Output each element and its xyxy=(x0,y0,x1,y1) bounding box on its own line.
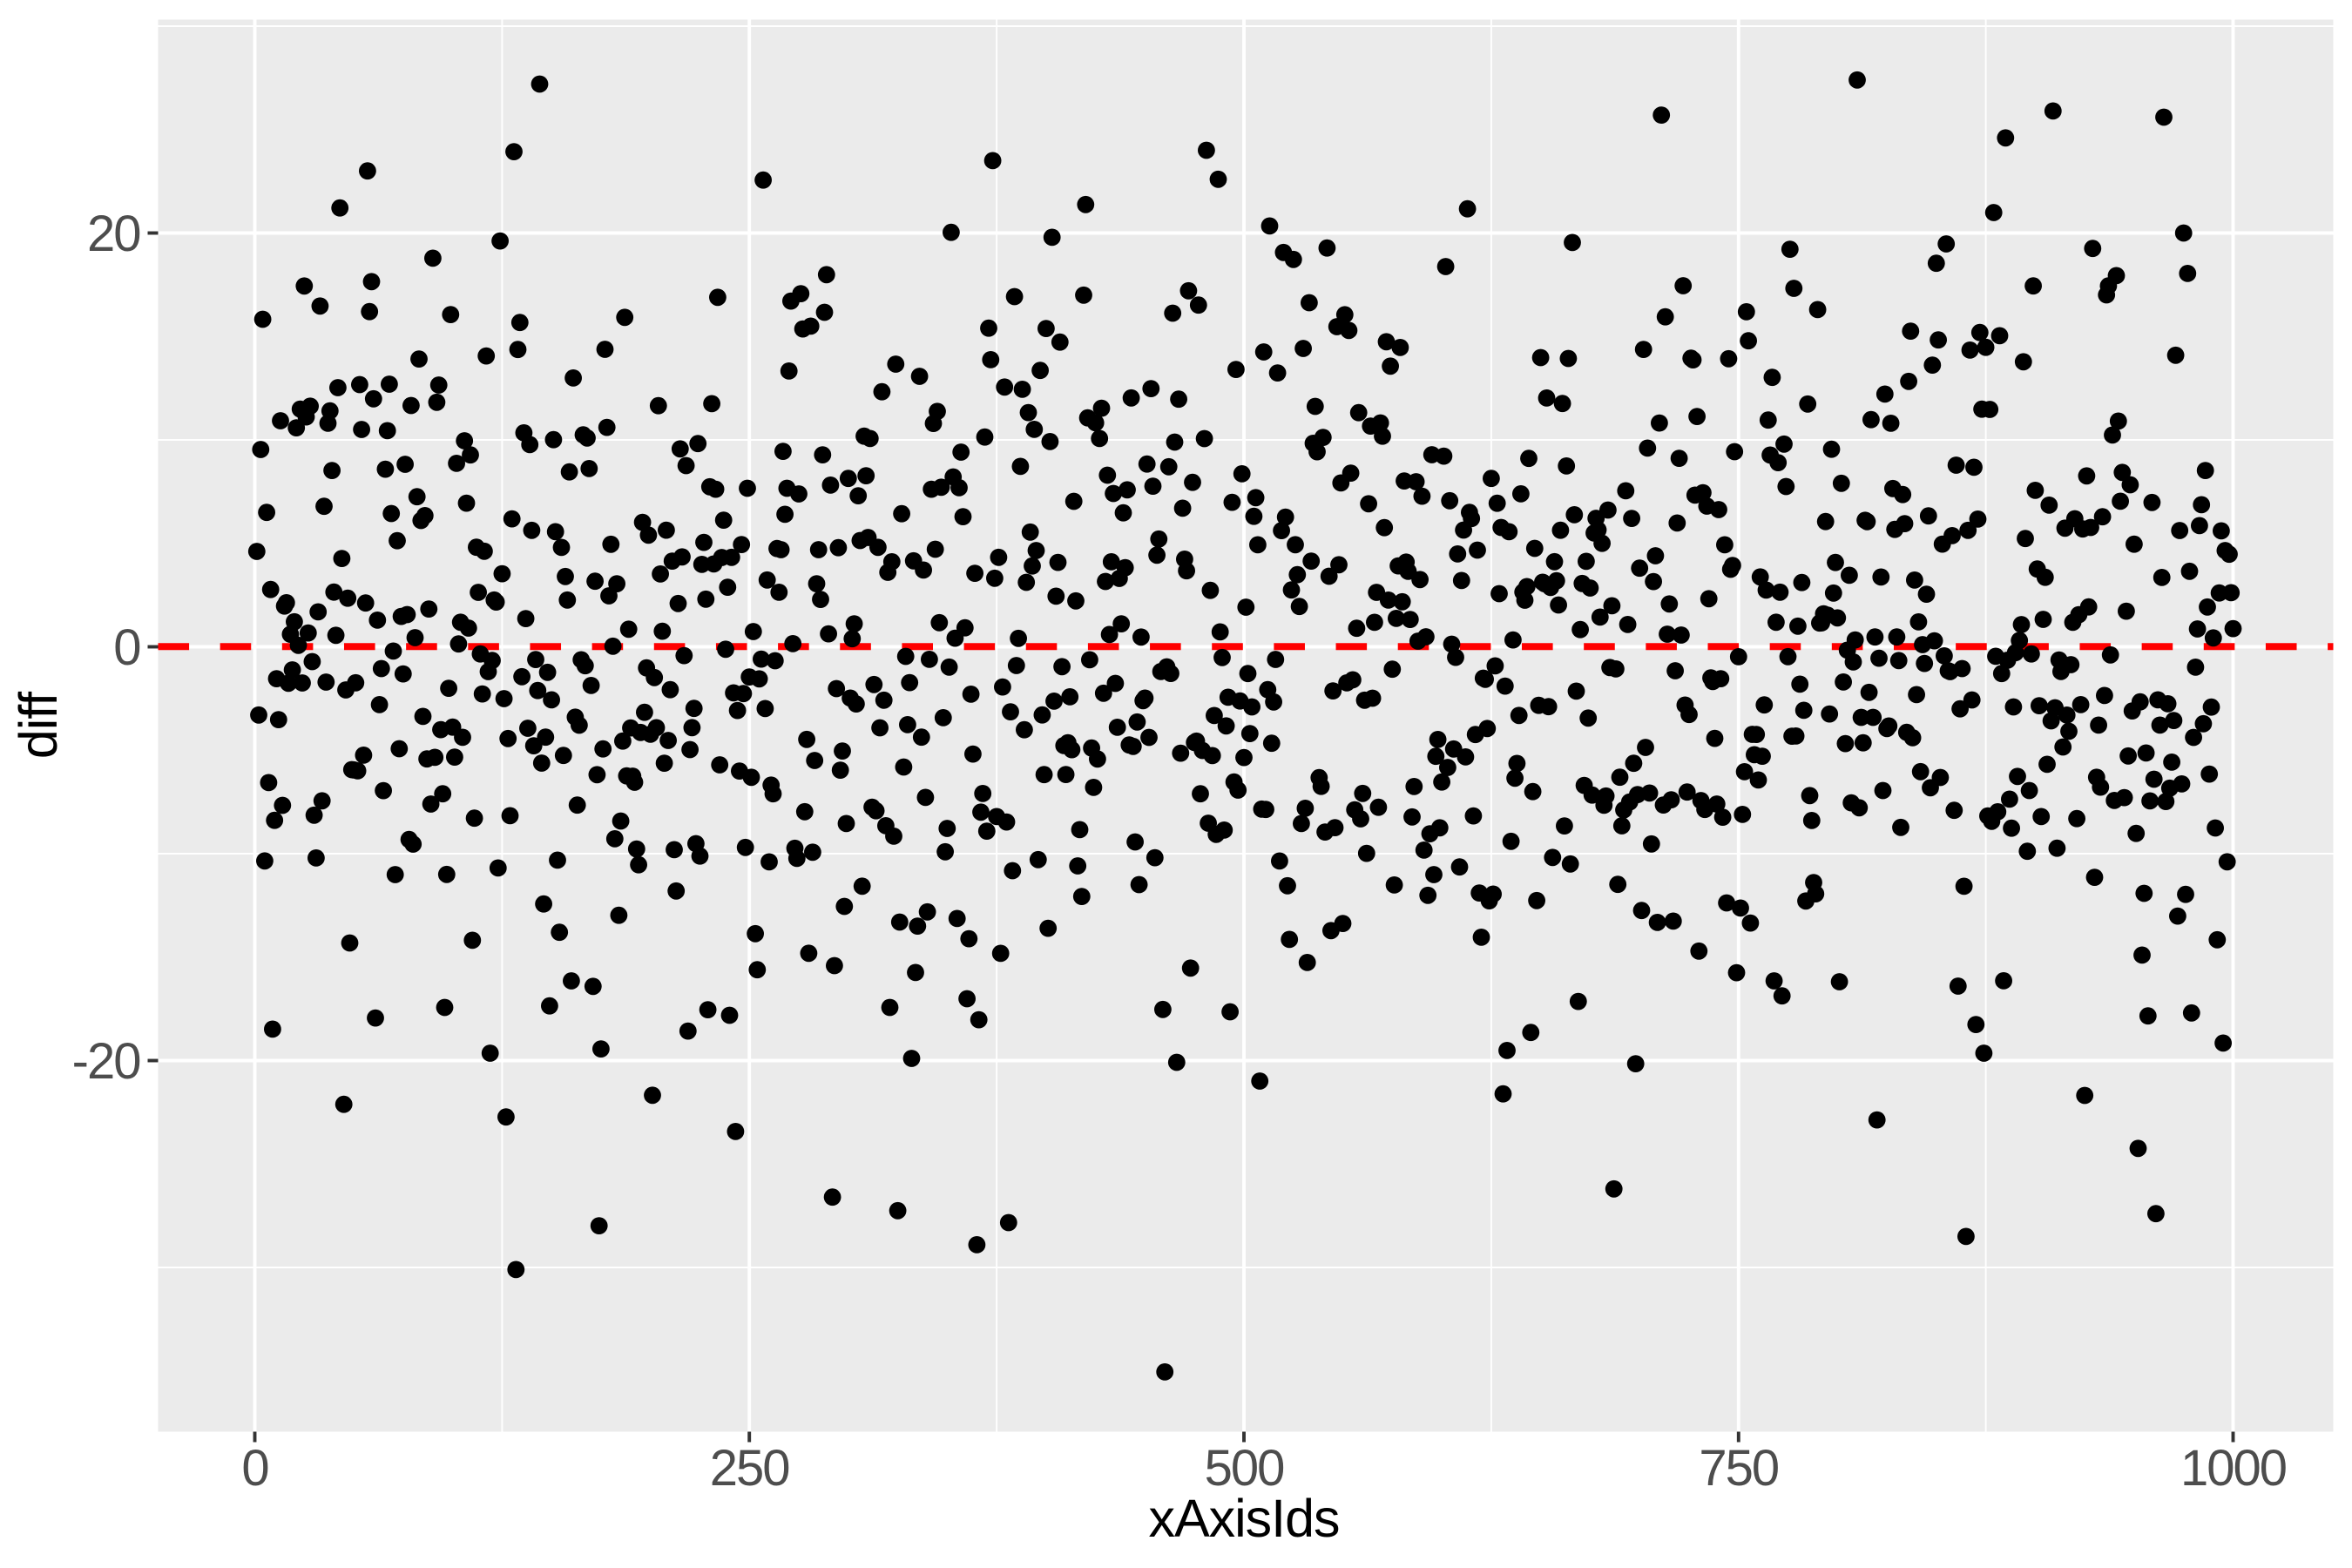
svg-text:0: 0 xyxy=(241,1440,267,1497)
svg-text:500: 500 xyxy=(1205,1440,1284,1497)
svg-text:diff: diff xyxy=(9,691,68,759)
svg-text:1000: 1000 xyxy=(2180,1440,2286,1497)
svg-text:750: 750 xyxy=(1699,1440,1778,1497)
svg-text:0: 0 xyxy=(113,619,139,676)
svg-text:250: 250 xyxy=(710,1440,789,1497)
svg-text:-20: -20 xyxy=(72,1033,140,1090)
svg-text:xAxisIds: xAxisIds xyxy=(1148,1489,1339,1548)
svg-text:20: 20 xyxy=(87,206,140,262)
